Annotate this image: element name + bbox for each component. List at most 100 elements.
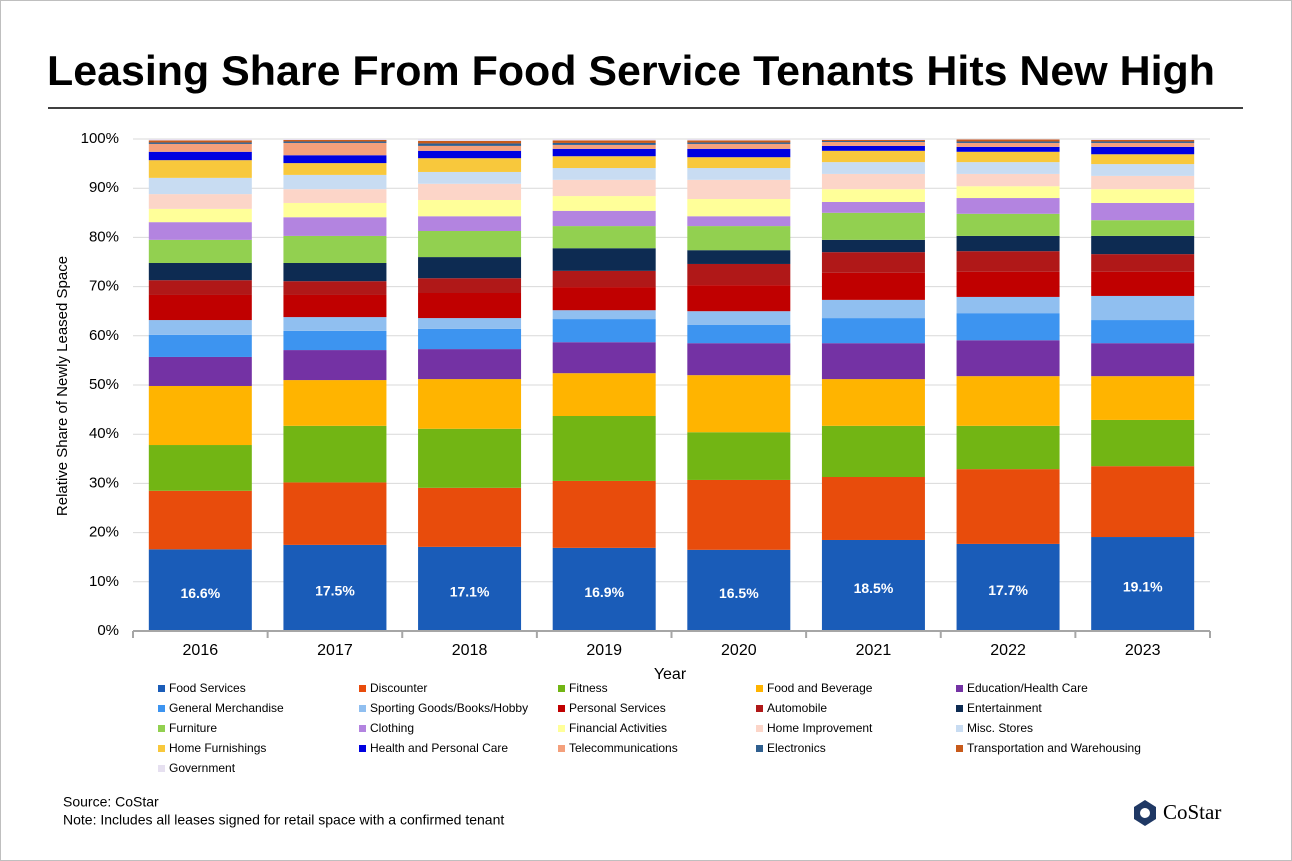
bar-segment [283, 202, 387, 218]
bar-segment [956, 142, 1060, 147]
legend-label: Home Improvement [767, 721, 873, 735]
logo-text: CoStar [1163, 800, 1221, 824]
legend-swatch [956, 725, 963, 732]
legend-swatch [558, 725, 565, 732]
bar-segment [821, 201, 925, 213]
bar-segment [418, 171, 522, 184]
legend-label: Telecommunications [569, 741, 678, 755]
y-tick-label: 0% [97, 622, 119, 639]
bar-segment [552, 148, 656, 157]
legend-label: Government [169, 761, 236, 775]
bar-segment [687, 179, 791, 200]
bar-segment [552, 156, 656, 169]
data-label: 16.5% [719, 585, 759, 601]
logo-mark [1134, 800, 1156, 826]
bar-segment [148, 280, 252, 295]
bar-segment [956, 376, 1060, 426]
bar-segment [283, 294, 387, 318]
bar-segment [1091, 154, 1195, 165]
bar-segment [418, 292, 522, 319]
bar-segment [552, 547, 656, 631]
bar-segment [418, 328, 522, 350]
bar-segment [552, 144, 656, 149]
legend-swatch [558, 745, 565, 752]
bar-segment [418, 200, 522, 217]
bar-segment [956, 296, 1060, 314]
legend-label: Food and Beverage [767, 681, 873, 695]
bar-segment [956, 313, 1060, 341]
legend-label: Fitness [569, 681, 608, 695]
legend-swatch [956, 745, 963, 752]
legend-label: Misc. Stores [967, 721, 1033, 735]
bar-segment [956, 213, 1060, 236]
bar-segment [552, 226, 656, 249]
data-label: 19.1% [1123, 579, 1163, 595]
bar-segment [821, 239, 925, 253]
bar-segment [283, 139, 387, 142]
bar-segment [418, 278, 522, 293]
bar-segment [283, 155, 387, 164]
legend-swatch [158, 705, 165, 712]
bar-segment [687, 142, 791, 144]
bar-segment [283, 142, 387, 156]
data-label: 17.5% [315, 583, 355, 599]
bar-segment [821, 173, 925, 190]
bar-segment [687, 139, 791, 141]
bar-segment [283, 163, 387, 175]
y-tick-label: 70% [89, 278, 119, 295]
bar-segment [418, 546, 522, 631]
bar-segment [552, 142, 656, 145]
legend-label: Furniture [169, 721, 217, 735]
legend-swatch [158, 765, 165, 772]
bar-segment [148, 160, 252, 178]
bar-segment [283, 217, 387, 236]
bar-segment [956, 251, 1060, 272]
bar-segment [821, 189, 925, 202]
bar-segment [821, 145, 925, 151]
bar-segment [687, 479, 791, 550]
bar-segment [552, 248, 656, 271]
bar-segment [1091, 466, 1195, 538]
legend-label: Transportation and Warehousing [967, 741, 1141, 755]
bar-segment [821, 141, 925, 146]
y-tick-label: 90% [89, 179, 119, 196]
bar-segment [418, 257, 522, 279]
bar-segment [956, 151, 1060, 163]
legend-swatch [756, 685, 763, 692]
legend-label: Electronics [767, 741, 826, 755]
bar-segment [956, 425, 1060, 470]
bar-segment [552, 168, 656, 180]
bar-segment [148, 194, 252, 209]
bar-segment [148, 262, 252, 281]
bar-segment [821, 477, 925, 540]
source: Source: CoStar [63, 794, 159, 810]
data-label: 16.6% [180, 585, 220, 601]
bar-segment [821, 139, 925, 140]
bar-segment [1091, 202, 1195, 221]
x-tick-label: 2020 [721, 642, 757, 659]
bar-segment [1091, 146, 1195, 155]
legend-label: Entertainment [967, 701, 1042, 715]
bar-segment [821, 162, 925, 174]
bar-segment [148, 239, 252, 263]
data-label: 17.1% [450, 584, 490, 600]
legend-swatch [756, 705, 763, 712]
bar-segment [283, 189, 387, 203]
x-tick-label: 2023 [1125, 642, 1161, 659]
bar-segment [1091, 271, 1195, 296]
bar-segment [148, 320, 252, 335]
bar-segment [1091, 175, 1195, 190]
legend-swatch [558, 705, 565, 712]
bar-segment [283, 380, 387, 426]
bar-segment [1091, 142, 1195, 147]
bar-segment [1091, 537, 1195, 631]
bar-segment [418, 349, 522, 380]
bar-segment [1091, 235, 1195, 255]
bar-segment [1091, 376, 1195, 420]
legend-label: Financial Activities [569, 721, 667, 735]
bar-segment [552, 287, 656, 311]
bar-segment [1091, 164, 1195, 176]
bar-segment [283, 141, 387, 143]
bar-segment [687, 375, 791, 433]
